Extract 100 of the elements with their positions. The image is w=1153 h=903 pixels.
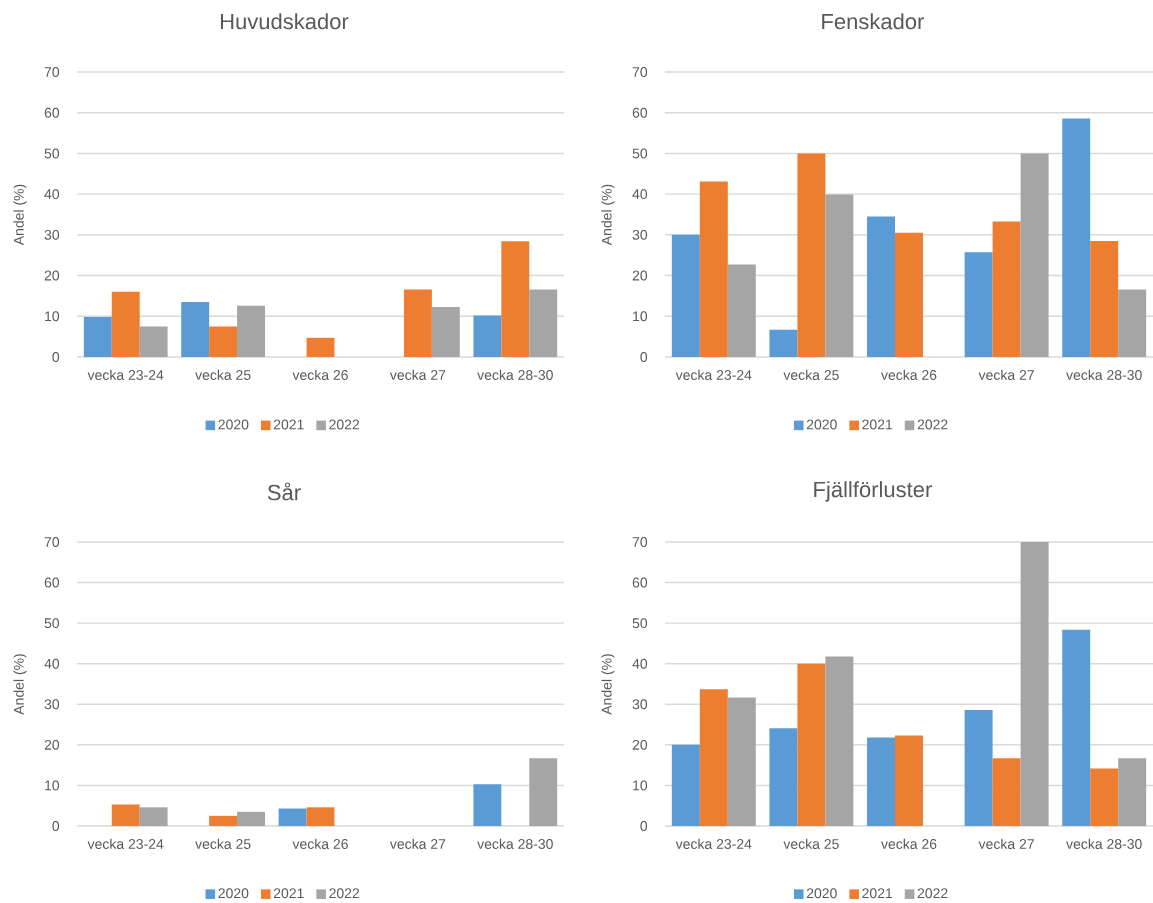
chart-title: Huvudskador [220,13,349,30]
x-tick-label: vecka 25 [783,369,839,380]
bar [209,815,238,826]
y-tick-label: 50 [632,148,648,159]
bar [83,317,112,357]
bar [1062,629,1091,826]
bar [769,728,798,826]
y-tick-label: 20 [632,270,648,281]
bar [699,689,728,826]
bar [727,264,756,357]
bar [237,811,265,826]
x-tick-label: vecka 23-24 [87,838,164,849]
y-tick-label: 0 [640,821,648,831]
x-tick-label: vecka 28-30 [1066,369,1142,380]
bar [111,291,140,357]
bar [501,241,530,357]
legend-label: 2020 [806,888,837,899]
bar [825,194,854,357]
bar [867,216,896,357]
y-tick-label: 70 [632,537,648,547]
x-tick-label: vecka 25 [195,838,251,849]
x-tick-label: vecka 27 [978,838,1034,849]
x-tick-label: vecka 28-30 [477,369,553,380]
chart-title: Fenskador [822,13,924,30]
y-tick-label: 10 [633,780,648,791]
y-tick-label: 40 [632,189,648,200]
y-tick-label: 0 [52,352,60,362]
bar [237,305,265,357]
y-axis-title: Andel (%) [601,184,615,246]
x-tick-label: vecka 23-24 [675,838,752,849]
bar [431,306,460,357]
bar [306,807,335,826]
x-tick-label: vecka 28-30 [1066,838,1142,849]
bar [671,744,700,826]
bar [992,758,1021,826]
bar [1118,289,1147,357]
y-tick-label: 30 [632,699,648,710]
x-tick-label: vecka 23-24 [675,369,752,380]
bar [473,784,502,826]
chart-title: Fjällförluster [814,481,932,502]
bar [209,326,238,357]
y-tick-label: 20 [632,739,648,750]
x-tick-label: vecka 26 [292,369,348,380]
legend-label: 2021 [273,888,304,899]
bar [964,252,993,357]
bar [1118,758,1147,826]
legend-label: 2021 [862,419,893,430]
bar [895,232,923,357]
legend-label: 2022 [329,419,360,430]
y-tick-label: 40 [632,658,648,669]
bar [699,181,728,357]
y-tick-label: 10 [45,780,60,791]
bar [867,737,896,826]
bar [1020,541,1049,826]
x-tick-label: vecka 25 [195,369,251,380]
x-tick-label: vecka 26 [292,838,348,849]
bar [473,315,502,357]
x-tick-label: vecka 26 [881,838,937,849]
y-tick-label: 70 [44,537,60,547]
y-tick-label: 10 [45,311,60,322]
x-tick-label: vecka 28-30 [477,838,553,849]
bar [529,758,558,826]
x-tick-label: vecka 26 [881,369,937,380]
y-axis-title: Andel (%) [13,184,27,246]
bar [139,326,168,357]
bar [964,709,993,826]
bar [1020,153,1049,357]
bar [181,302,210,357]
bar [1090,768,1119,826]
bar [727,697,756,826]
y-tick-label: 40 [44,189,60,200]
bar [278,808,307,826]
bar [797,153,826,357]
chart-title: Sår [267,482,301,501]
y-axis-title: Andel (%) [601,654,615,715]
bar [797,663,826,826]
bar [769,329,798,357]
legend-label: 2022 [917,888,948,899]
y-tick-label: 50 [44,618,60,629]
bar [529,289,558,357]
y-tick-label: 60 [44,107,60,118]
bar [403,289,432,357]
legend-label: 2021 [862,888,893,899]
x-tick-label: vecka 25 [783,838,839,849]
legend-label: 2021 [273,419,304,430]
x-tick-label: vecka 27 [978,369,1034,380]
y-tick-label: 0 [52,821,60,831]
bar [306,337,335,357]
x-tick-label: vecka 27 [389,369,446,380]
legend-label: 2020 [806,419,837,430]
bar [111,804,140,826]
y-tick-label: 60 [44,577,60,588]
bar [895,735,923,826]
y-tick-label: 30 [632,229,648,240]
bar [1090,240,1119,357]
y-tick-label: 50 [44,148,60,159]
y-axis-title: Andel (%) [13,654,27,715]
y-tick-label: 10 [633,311,648,322]
legend-label: 2020 [218,419,249,430]
legend-label: 2020 [218,888,249,899]
